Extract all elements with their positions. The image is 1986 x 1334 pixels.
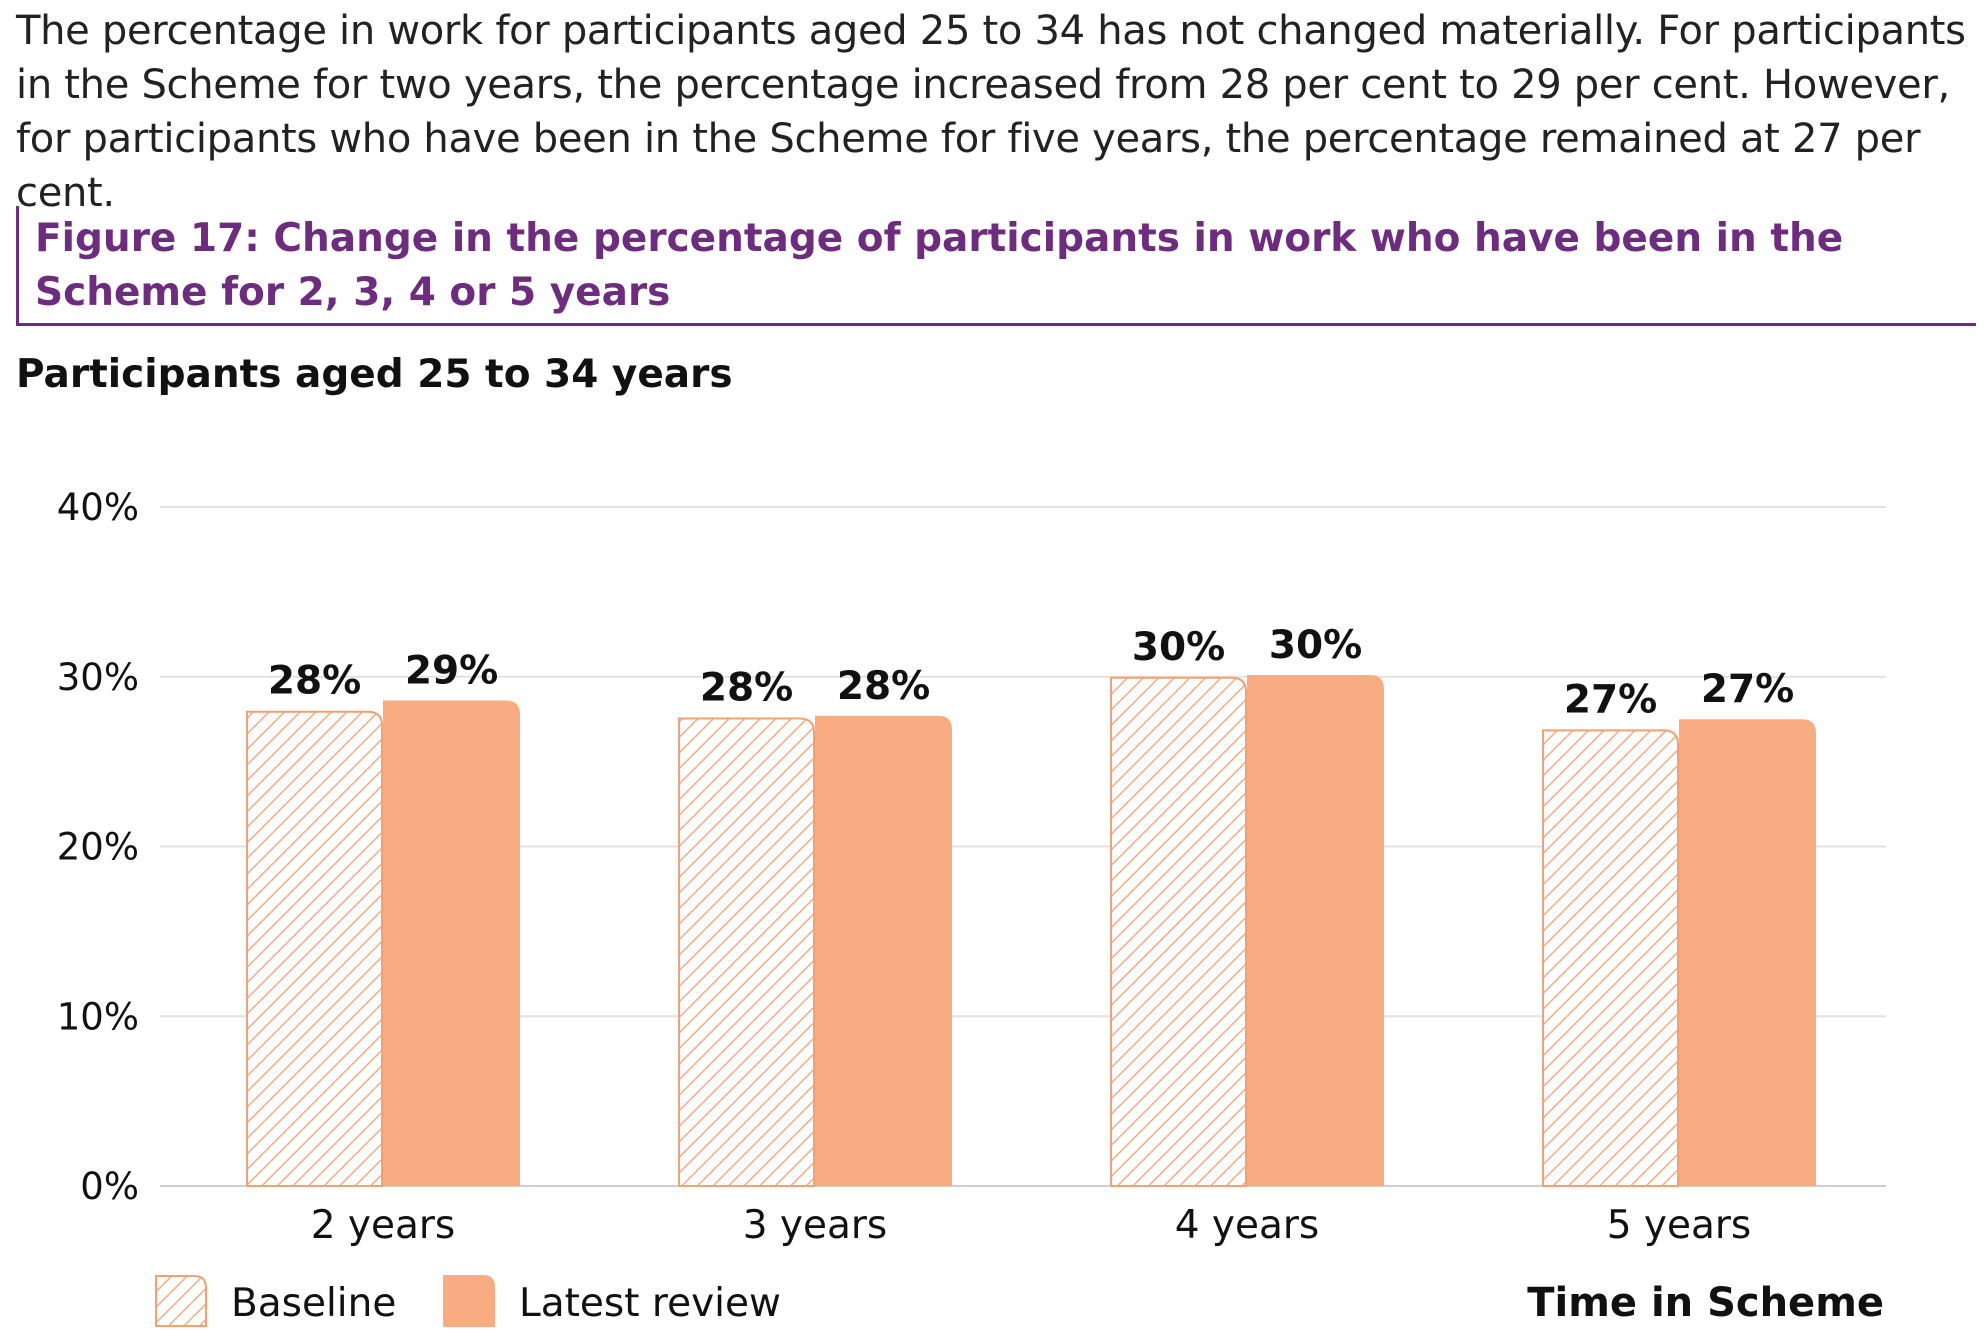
y-tick-label: 40% [57, 486, 139, 529]
x-category-label: 4 years [1175, 1203, 1320, 1248]
data-label: 27% [1564, 677, 1657, 722]
y-tick-label: 20% [57, 826, 139, 869]
x-axis-title: Time in Scheme [1527, 1280, 1884, 1326]
bar-baseline [1110, 676, 1247, 1187]
x-category-label: 5 years [1607, 1203, 1752, 1248]
chart-subtitle: Participants aged 25 to 34 years [16, 352, 733, 397]
intro-paragraph: The percentage in work for participants … [16, 8, 1966, 216]
x-category-label: 3 years [743, 1203, 888, 1248]
y-axis-ticks: 0% 10% 20% 30% 40% [57, 486, 139, 1208]
figure-title: Figure 17: Change in the percentage of p… [35, 216, 1844, 315]
legend-label: Latest review [519, 1281, 781, 1326]
legend-label: Baseline [231, 1281, 396, 1326]
bar-latest-review [383, 700, 520, 1186]
bar-baseline [246, 710, 383, 1187]
data-label: 27% [1701, 667, 1794, 712]
bar-baseline [678, 717, 815, 1187]
legend-swatch-baseline [155, 1275, 207, 1327]
figure-title-box: Figure 17: Change in the percentage of p… [16, 206, 1976, 326]
legend-swatch-latest-review [443, 1275, 495, 1327]
data-labels: 28% 29% 28% 28% 30% 30% 27% 27% [268, 623, 1794, 722]
y-tick-label: 30% [57, 656, 139, 699]
y-tick-label: 10% [57, 995, 139, 1038]
bar-baseline [1542, 729, 1679, 1187]
y-tick-label: 0% [80, 1165, 139, 1208]
x-axis-categories: 2 years 3 years 4 years 5 years [311, 1203, 1752, 1248]
data-label: 28% [700, 665, 793, 710]
bar-latest-review [815, 715, 952, 1186]
data-label: 30% [1269, 623, 1362, 668]
bar-latest-review [1679, 719, 1816, 1186]
x-category-label: 2 years [311, 1203, 456, 1248]
data-label: 28% [837, 664, 930, 709]
bar-latest-review [1247, 675, 1384, 1186]
data-label: 28% [268, 659, 361, 704]
bars [246, 675, 1816, 1187]
legend: Baseline Latest review [155, 1275, 781, 1327]
data-label: 30% [1132, 625, 1225, 670]
data-label: 29% [405, 649, 498, 694]
